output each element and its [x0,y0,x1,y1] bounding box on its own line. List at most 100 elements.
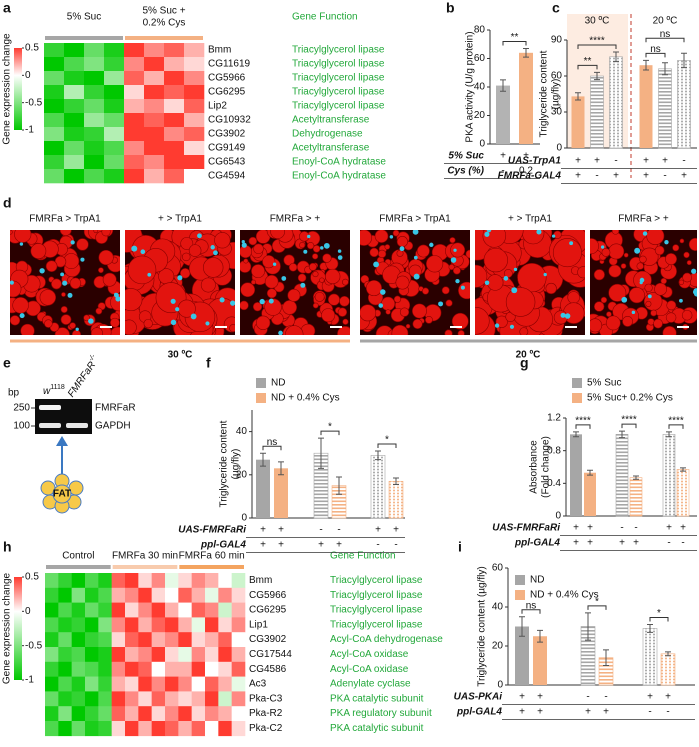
nucleus [241,240,245,244]
heatmap-cell [138,706,152,722]
nucleus [170,319,177,326]
heatmap-cell [84,71,105,86]
nucleus [631,310,636,315]
nucleus [621,296,628,303]
condition-value: + [633,538,639,549]
heatmap-cell [125,573,139,589]
heatmap-cell [58,691,72,707]
y-tick-label: 0 [479,139,485,150]
heatmap-cell [85,691,99,707]
significance-bracket [502,41,527,46]
heatmap-cell [71,691,86,707]
lipid-droplet [98,249,114,266]
lipid-droplet [425,315,433,324]
lipid-droplet [422,287,430,295]
heatmap-cell [58,661,72,677]
heatmap-cell [58,647,72,663]
nucleus [19,313,25,319]
colorbar-tick-label: -0.5 [25,640,43,651]
lipid-droplet [672,244,680,252]
significance-bracket [668,424,684,429]
nucleus [177,275,183,281]
error-bar [393,477,399,486]
lipid-droplet [312,271,319,278]
y-tick-label: 1.2 [547,413,561,424]
error-bar [619,430,625,439]
heatmap-cell [44,43,65,58]
condition-label: FMRFa-GAL4 [498,171,562,182]
nucleus [281,276,287,281]
lipid-droplet [125,288,143,312]
gene-label: CG6295 [208,87,246,98]
nucleus [486,230,492,233]
heatmap-cell [104,155,125,170]
heatmap-cell [64,43,85,58]
bar [639,65,653,148]
significance-label: ns [267,437,278,448]
nucleus [600,245,605,249]
legend-swatch [256,393,266,403]
heatmap-cell [205,676,219,692]
gene-label: CG5966 [249,590,287,601]
heatmap-cell [178,632,192,648]
bar [642,628,658,686]
lipid-droplet [441,286,450,295]
lipid-droplet [59,230,72,236]
nucleus [413,255,418,260]
heatmap-cell [138,691,152,707]
heatmap-cell [84,141,105,156]
condition-value: - [667,538,670,549]
bar [662,434,676,517]
condition-value: + [393,525,399,536]
gene-function: Triacylglycerol lipase [292,45,385,56]
gene-label: CG4594 [208,171,246,182]
lipid-droplet [416,244,430,258]
lipid-droplet [322,253,332,263]
heatmap-cell [71,632,86,648]
bar [658,68,672,149]
heatmap-cell [178,617,192,633]
heatmap-cell [164,57,185,72]
heatmap-cell [191,647,206,663]
lipid-droplet [645,300,652,307]
gene-label: Lip1 [249,619,268,630]
heatmap-cell [104,99,125,114]
lipid-droplet [636,262,644,270]
heatmap-cell [231,721,246,737]
heatmap-cell [165,617,179,633]
gel-band [39,423,61,428]
legend-swatch [515,590,525,600]
significance-bracket [577,64,598,70]
heatmap-cell [165,587,179,603]
lipid-droplet [83,314,90,322]
nucleus [75,327,79,331]
condition-label: UAS-FMRFaRi [178,525,246,536]
heatmap-cell [144,57,165,72]
condition-value: + [519,692,525,703]
nucleus [205,321,210,326]
gene-function: PKA regulatory subunit [330,708,432,719]
bar [590,75,604,149]
bar [533,636,547,685]
image-label: FMRFa > TrpA1 [29,214,101,225]
lipid-droplet [314,291,325,302]
lipid-droplet [20,323,35,335]
heatmap-cell [104,43,125,58]
heatmap-cell [71,647,86,663]
lipid-droplet [608,264,622,278]
heatmap-cell [205,647,219,663]
lipid-droplet [665,253,677,265]
lipid-droplet [287,288,301,302]
nucleus [378,303,384,308]
gene-label: Pka-C2 [249,723,283,734]
lipid-droplet [297,273,307,283]
error-bar [662,62,668,76]
heatmap-cell [184,57,205,72]
condition-value: + [519,707,525,718]
significance-label: **** [575,416,591,427]
lipid-droplet [266,288,277,299]
heatmap-cell [191,706,206,722]
error-bar [260,452,266,467]
bar [519,52,533,144]
